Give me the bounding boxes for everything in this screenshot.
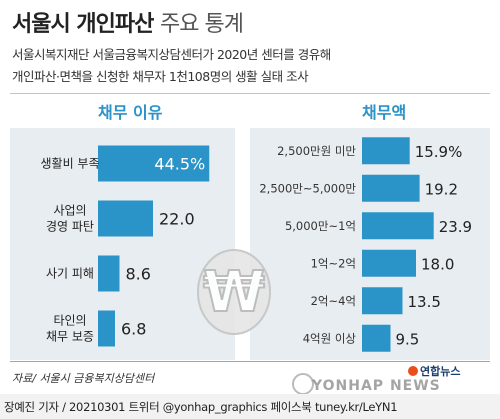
value-label-reason-3: 6.8 — [121, 320, 146, 339]
value-label-amount-0: 15.9% — [415, 143, 463, 161]
category-label-reason-0: 생활비 부족 — [40, 157, 99, 171]
source-note: 자료/ 서울시 금융복지상담센터 — [12, 372, 155, 385]
bar-reason-3 — [98, 310, 115, 347]
right-panel-bg — [250, 128, 490, 360]
category-label-amount-1: 2,500만~5,000만 — [259, 181, 356, 195]
logo-dot-icon — [408, 366, 418, 376]
right-chart: 채무액 2,500만원 미만 15.9% 2,500만~5,000만 19.2 5,000… — [259, 103, 472, 352]
category-label-amount-4: 2억~4억 — [311, 294, 356, 308]
footer-bar — [0, 394, 500, 419]
category-label-reason-2: 사기 피해 — [46, 267, 94, 281]
value-label-amount-3: 18.0 — [421, 255, 454, 273]
category-label-amount-2: 5,000만~1억 — [285, 219, 356, 233]
bar-amount-2 — [362, 212, 434, 240]
category-label-amount-0: 2,500만원 미만 — [277, 144, 356, 158]
subtitle-line-1: 서울시복지재단 서울금융복지상담센터가 2020년 센터를 경유해 — [12, 47, 331, 62]
value-label-reason-0: 44.5% — [154, 155, 205, 174]
subtitle: 서울시복지재단 서울금융복지상담센터가 2020년 센터를 경유해 개인파산·면… — [12, 44, 492, 88]
category-label-amount-5: 4억원 이상 — [303, 331, 357, 345]
subtitle-line-2: 개인파산·면책을 신청한 채무자 1천108명의 생활 실태 조사 — [12, 69, 309, 84]
bar-amount-4 — [362, 287, 403, 315]
bottom-divider — [10, 361, 490, 362]
category-label-amount-3: 1억~2억 — [311, 256, 356, 270]
bar-amount-1 — [362, 174, 420, 202]
right-chart-title: 채무액 — [362, 103, 406, 122]
page-title: 서울시 개인파산 주요 통계 — [12, 6, 244, 38]
value-label-amount-1: 19.2 — [425, 180, 458, 198]
watermark-globe-icon — [292, 373, 314, 395]
value-label-amount-4: 13.5 — [408, 293, 441, 311]
top-bar — [0, 0, 500, 3]
category-label-reason-1: 사업의 경영 파탄 — [46, 204, 94, 234]
svg-text:₩: ₩ — [203, 260, 265, 325]
header-divider — [10, 93, 490, 94]
value-label-reason-1: 22.0 — [159, 210, 195, 229]
title-main: 서울시 개인파산 — [12, 12, 154, 37]
title-light: 주요 통계 — [160, 12, 244, 37]
left-chart-title: 채무 이유 — [98, 103, 163, 122]
bar-amount-5 — [362, 324, 391, 352]
bar-reason-1 — [98, 200, 153, 237]
bar-amount-0 — [362, 137, 410, 165]
value-label-reason-2: 8.6 — [126, 265, 151, 284]
bar-amount-3 — [362, 249, 416, 277]
value-label-amount-5: 9.5 — [396, 330, 420, 348]
bar-reason-2 — [98, 255, 120, 292]
logo-text: 연합뉴스 — [420, 365, 461, 378]
bar-reason-0 — [98, 145, 210, 182]
category-label-reason-3: 타인의 채무 보증 — [46, 314, 94, 344]
won-coin-icon: ₩ — [197, 249, 271, 335]
value-label-amount-2: 23.9 — [439, 218, 472, 236]
watermark: YONHAP NEWS — [312, 378, 441, 394]
footer-credit: 장예진 기자 / 20210301 트위터 @yonhap_graphics 페… — [4, 400, 398, 414]
yonhap-logo: 연합뉴스 — [408, 363, 460, 379]
